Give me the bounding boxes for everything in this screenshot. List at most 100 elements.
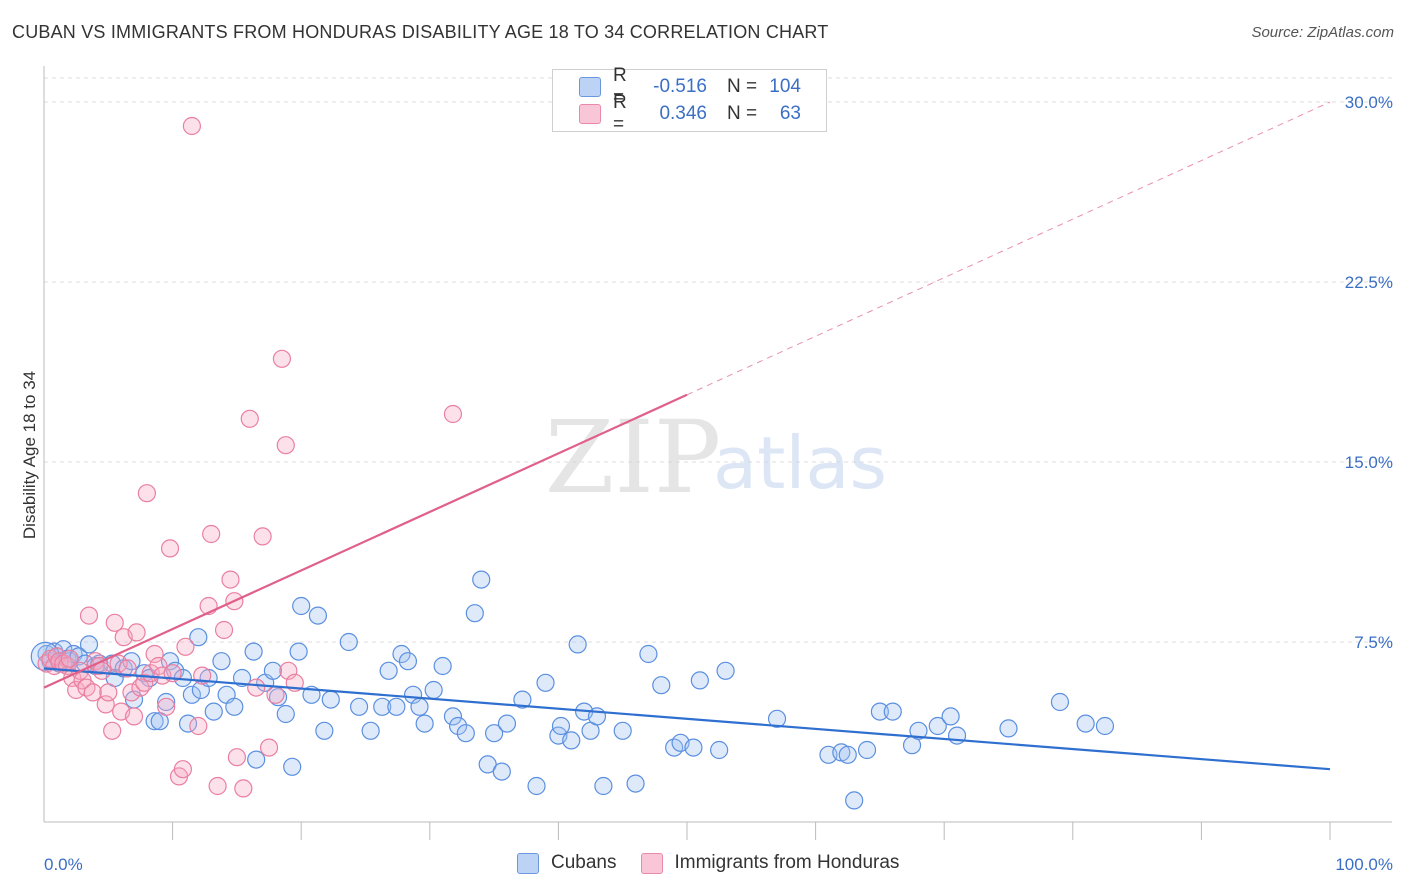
honduras-legend-swatch [640, 852, 663, 874]
honduras-point [202, 524, 221, 544]
cubans-point [845, 791, 864, 810]
cubans-point [652, 676, 671, 695]
cubans-point [283, 757, 302, 776]
honduras-point [103, 721, 122, 740]
cubans-point [594, 776, 613, 796]
cubans-point [485, 724, 504, 743]
honduras-point [176, 637, 195, 656]
cubans-point [263, 661, 283, 680]
legend-row-honduras: R = 0.346 N = 63 [579, 92, 801, 135]
honduras-trend-extension [686, 101, 1331, 396]
honduras-point [272, 349, 292, 368]
cubans-legend-label: Cubans [551, 852, 617, 873]
legend-row-cubans: R = -0.516 N = 104 [579, 65, 801, 108]
honduras-legend-label: Immigrants from Honduras [674, 852, 900, 873]
cubans-point [315, 721, 334, 740]
watermark: ZIP atlas [545, 399, 887, 516]
cubans-point [361, 721, 380, 740]
cubans-point [244, 642, 263, 661]
cubans-point [928, 716, 947, 736]
y-axis-label: Disability Age 18 to 34 [20, 371, 39, 539]
honduras-point [221, 570, 240, 589]
cubans-point [870, 702, 890, 721]
cubans-point [690, 671, 709, 690]
stats-legend: R = -0.516 N = 104 R = 0.346 N = 63 [552, 65, 827, 135]
honduras-point [160, 539, 180, 558]
axes [43, 66, 1392, 840]
cubans-point [947, 726, 967, 745]
honduras-point [137, 484, 156, 503]
cubans-point [626, 774, 645, 793]
honduras-points [37, 116, 463, 798]
honduras-point [105, 613, 124, 632]
cubans-point [443, 707, 463, 726]
cubans-point [145, 712, 164, 731]
honduras-point [443, 404, 463, 424]
honduras-trend-line [43, 393, 688, 689]
honduras-point [122, 683, 141, 702]
cubans-point [639, 644, 658, 664]
honduras-n-value: 63 [779, 103, 801, 124]
cubans-r-value: -0.516 [653, 76, 707, 97]
cubans-point [212, 652, 231, 671]
legend-item-cubans[interactable]: Cubans [517, 852, 617, 874]
honduras-point [83, 683, 102, 702]
cubans-point [415, 714, 434, 733]
honduras-point [173, 760, 192, 779]
cubans-point [513, 690, 532, 709]
n-label: N = [727, 103, 758, 124]
y-tick-label: 15.0% [1345, 453, 1393, 472]
honduras-point [145, 644, 164, 664]
honduras-point [259, 738, 279, 757]
cubans-point [857, 740, 877, 760]
honduras-point [247, 678, 266, 697]
cubans-point [268, 688, 288, 707]
honduras-swatch [579, 104, 601, 124]
r-label: R = [613, 92, 627, 135]
cubans-point [527, 776, 546, 796]
cubans-n-value: 104 [769, 76, 801, 97]
cubans-point [909, 721, 928, 740]
cubans-point [189, 628, 208, 647]
cubans-point [308, 606, 328, 625]
cubans-point [1050, 692, 1070, 712]
cubans-point [448, 716, 468, 736]
source-label: Source: ZipAtlas.com [1251, 24, 1394, 41]
honduras-point [253, 527, 272, 546]
legend-item-honduras[interactable]: Immigrants from Honduras [640, 852, 900, 874]
watermark-zip: ZIP [545, 399, 721, 516]
honduras-point [189, 716, 208, 736]
cubans-point [710, 740, 729, 760]
honduras-point [109, 654, 128, 673]
honduras-point [149, 656, 168, 676]
honduras-point [234, 779, 253, 798]
honduras-point [157, 697, 176, 716]
cubans-point [472, 570, 491, 589]
honduras-point [118, 659, 137, 678]
y-tick-label: 7.5% [1354, 633, 1393, 652]
r-label: R = [613, 65, 627, 108]
cubans-point [492, 762, 511, 781]
cubans-point [1076, 714, 1095, 733]
honduras-point [182, 116, 201, 136]
cubans-point [716, 661, 735, 680]
cubans-point [204, 702, 223, 721]
x-tick-label-max: 100.0% [1335, 855, 1393, 874]
cubans-point [321, 690, 340, 709]
n-label: N = [727, 76, 758, 97]
cubans-point [232, 668, 252, 688]
cubans-point [941, 707, 960, 726]
honduras-point [214, 620, 234, 640]
honduras-r-value: 0.346 [659, 103, 707, 124]
cubans-point [478, 755, 497, 774]
cubans-point [410, 697, 429, 716]
cubans-point [392, 644, 411, 664]
cubans-point [883, 702, 902, 721]
cubans-point [373, 697, 392, 716]
cubans-point [247, 750, 266, 769]
trend-lines [43, 101, 1331, 771]
cubans-point [551, 716, 571, 736]
cubans-point [349, 697, 369, 716]
cubans-point [536, 673, 555, 692]
